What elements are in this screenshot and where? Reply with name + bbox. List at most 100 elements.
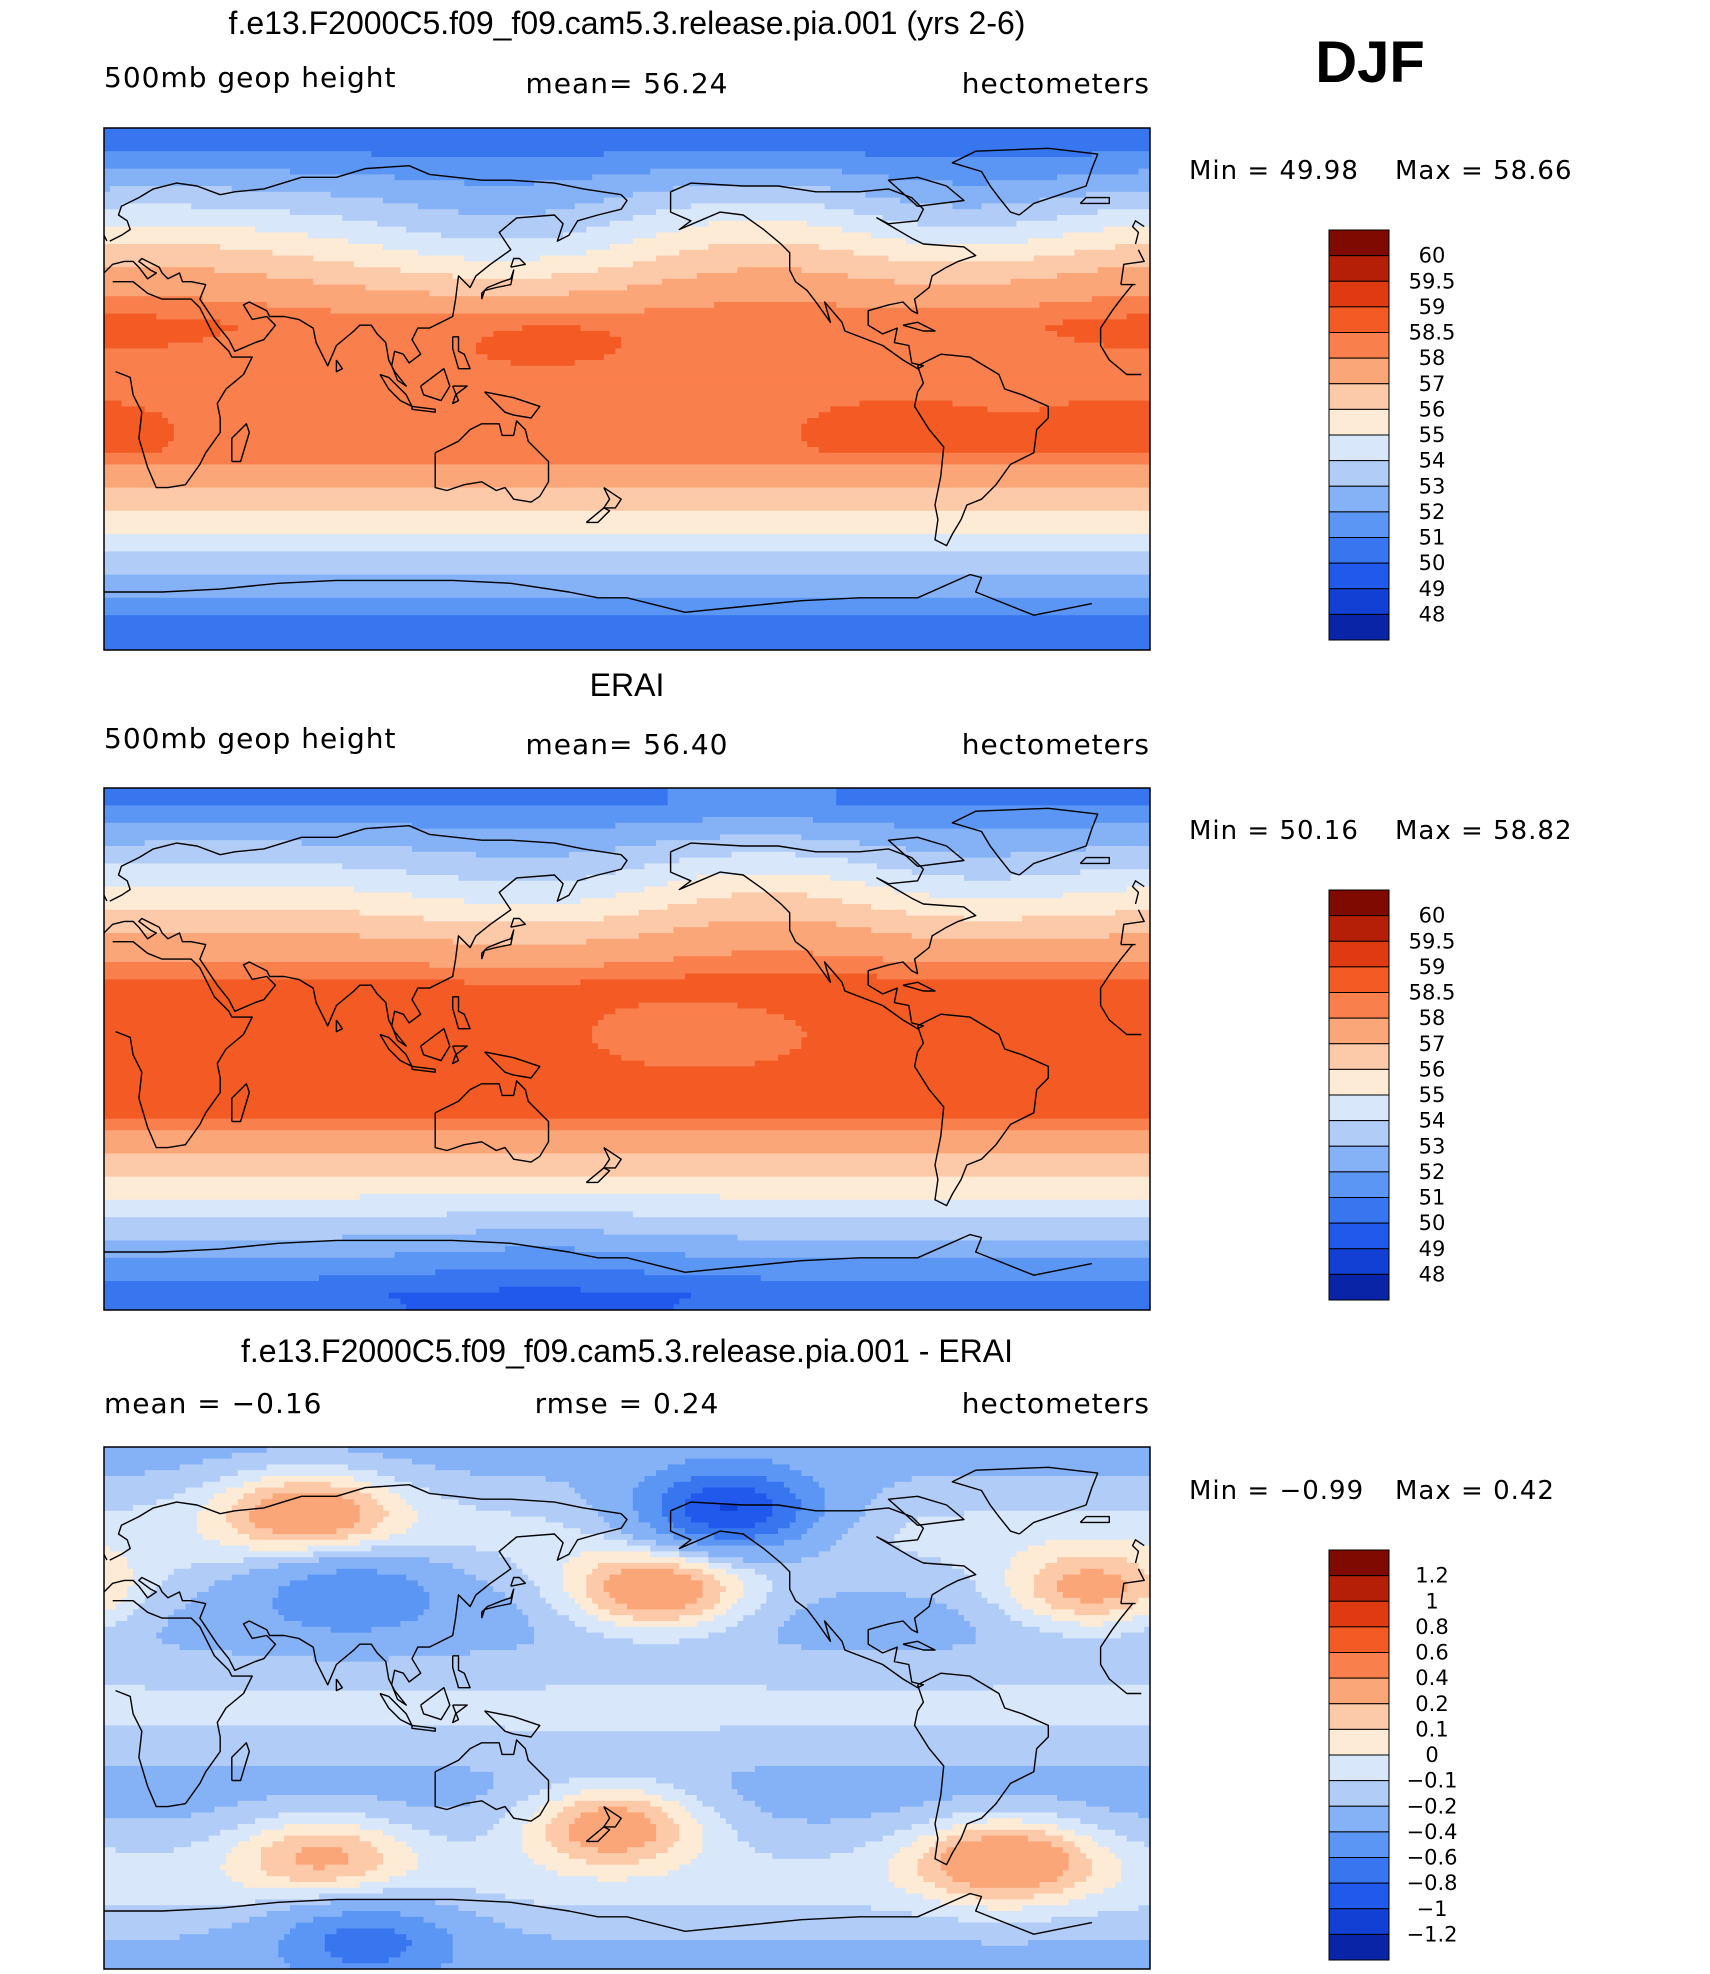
colorbar-box xyxy=(1328,1248,1390,1275)
coastline xyxy=(951,807,1099,876)
colorbar-tick-label: 0.2 xyxy=(1415,1692,1448,1716)
coastline xyxy=(112,281,1142,489)
coastline xyxy=(669,1501,977,1689)
colorbar-box xyxy=(1328,940,1390,968)
colorbar-box xyxy=(1328,485,1390,513)
colorbar-tick-label: 0.4 xyxy=(1415,1666,1448,1690)
colorbar-tick-label: 0.6 xyxy=(1415,1641,1448,1665)
coastline xyxy=(452,1045,468,1065)
colorbar-tick-label: 58 xyxy=(1419,1006,1446,1030)
colorbar-tick-label: 52 xyxy=(1419,1160,1446,1184)
coastline xyxy=(452,1704,468,1724)
colorbar-tick-label: 1 xyxy=(1425,1589,1438,1613)
coastline xyxy=(484,391,541,419)
colorbar-tick-label: 60 xyxy=(1419,244,1446,268)
colorbar-box xyxy=(1328,1831,1390,1859)
colorbar-box xyxy=(1328,255,1390,282)
map-border xyxy=(103,127,1151,651)
colorbar-box xyxy=(1328,1882,1390,1910)
colorbar-tick-label: 48 xyxy=(1419,602,1446,626)
colorbar-tick-label: 59 xyxy=(1419,295,1446,319)
colorbar-tick-label: 51 xyxy=(1419,1186,1446,1210)
colorbar-box xyxy=(1328,383,1390,410)
coastline xyxy=(951,147,1099,216)
coastline xyxy=(452,336,471,370)
coastline xyxy=(104,825,1145,1047)
colorbar-tick-label: 57 xyxy=(1419,1032,1446,1056)
coastline xyxy=(1079,196,1110,205)
coastlines xyxy=(104,147,1145,616)
coastline xyxy=(411,1065,436,1073)
colorbar-box xyxy=(1328,889,1390,917)
colorbar-box xyxy=(1328,434,1390,462)
colorbar-tick-label: 49 xyxy=(1419,577,1446,601)
coastline xyxy=(484,1710,541,1738)
colorbar-box xyxy=(1328,1068,1390,1096)
units-label: hectometers xyxy=(962,67,1150,100)
coastline xyxy=(669,182,977,370)
coastline xyxy=(913,1013,1049,1207)
coastlines xyxy=(104,1466,1145,1935)
coastline xyxy=(434,420,550,503)
colorbar-box xyxy=(1328,992,1390,1019)
coastline xyxy=(887,176,965,207)
colorbar-box xyxy=(1328,229,1390,257)
coastline xyxy=(913,1672,1049,1866)
colorbar-box xyxy=(1328,915,1390,942)
mean-label: mean= 56.40 xyxy=(526,728,729,761)
colorbar-box xyxy=(1328,1933,1390,1961)
colorbar-tick-label: 60 xyxy=(1419,904,1446,928)
colorbar-tick-label: 55 xyxy=(1419,423,1446,447)
coastline xyxy=(481,929,515,960)
colorbar-tick-label: 54 xyxy=(1419,1109,1446,1133)
colorbar-box xyxy=(1328,966,1390,994)
coastline xyxy=(1079,1515,1110,1524)
coastline xyxy=(510,917,526,928)
colorbar-box xyxy=(1328,588,1390,615)
coastline xyxy=(112,941,1142,1149)
coastline xyxy=(887,836,965,867)
colorbar-box xyxy=(1328,460,1390,487)
coastline xyxy=(411,405,436,413)
colorbar-box xyxy=(1328,1754,1390,1782)
coastline xyxy=(104,1484,1145,1706)
colorbar-box xyxy=(1328,1043,1390,1070)
coastlines xyxy=(104,807,1145,1276)
panel-model: f.e13.F2000C5.f09_f09.cam5.3.release.pia… xyxy=(103,5,1572,651)
coastline xyxy=(669,842,977,1030)
colorbar-tick-label: 58.5 xyxy=(1409,981,1456,1005)
coastline xyxy=(481,269,515,300)
season-label: DJF xyxy=(1315,30,1425,95)
coastline xyxy=(1079,856,1110,865)
map-border xyxy=(103,1446,1151,1970)
colorbar-box xyxy=(1328,1908,1390,1935)
coastline xyxy=(902,981,936,992)
colorbar-tick-label: 50 xyxy=(1419,1211,1446,1235)
coastline xyxy=(335,1678,343,1692)
panel-title: ERAI xyxy=(590,667,665,703)
coastline xyxy=(335,1019,343,1033)
colorbar-box xyxy=(1328,1273,1390,1301)
colorbar-box xyxy=(1328,511,1390,539)
colorbar-box xyxy=(1328,1703,1390,1730)
colorbar-box xyxy=(1328,537,1390,564)
mean-label: mean= 56.24 xyxy=(526,67,729,100)
max-label: Max = 58.82 xyxy=(1395,816,1573,846)
colorbar-tick-label: −1 xyxy=(1417,1897,1448,1921)
panel-diff: f.e13.F2000C5.f09_f09.cam5.3.release.pia… xyxy=(103,1333,1555,1970)
coastline xyxy=(510,1576,526,1587)
coastline xyxy=(603,487,622,509)
units-label: hectometers xyxy=(962,1387,1150,1420)
colorbar-box xyxy=(1328,613,1390,641)
coastline xyxy=(104,1892,1093,1935)
colorbar-tick-label: 1.2 xyxy=(1415,1564,1448,1588)
colorbar-box xyxy=(1328,1017,1390,1045)
max-label: Max = 0.42 xyxy=(1395,1476,1555,1506)
coastline xyxy=(951,1466,1099,1535)
coastline xyxy=(420,368,451,402)
colorbar-box xyxy=(1328,357,1390,385)
rmse-label: rmse = 0.24 xyxy=(535,1387,720,1420)
colorbar-box xyxy=(1328,1600,1390,1628)
colorbar-tick-label: −0.8 xyxy=(1407,1871,1458,1895)
